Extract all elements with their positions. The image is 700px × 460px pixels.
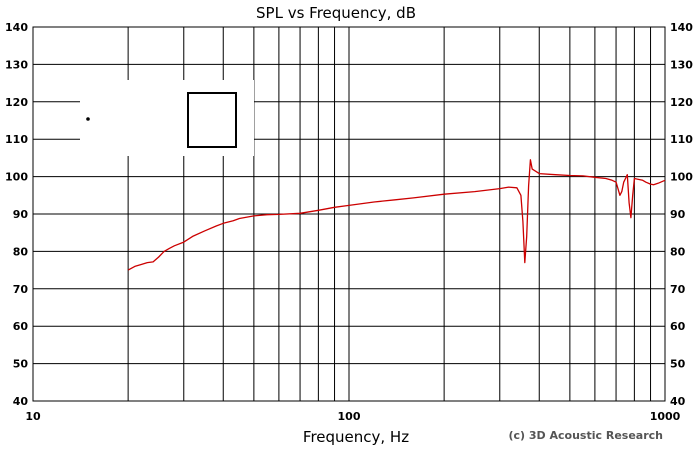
plot-frame [32, 26, 666, 402]
y-tick-label-left: 130 [5, 58, 28, 71]
y-tick-label-left: 120 [5, 96, 28, 109]
y-tick-label-right: 130 [670, 58, 693, 71]
y-tick-label-left: 70 [13, 283, 29, 296]
plot-border [32, 26, 666, 402]
credit-text: (c) 3D Acoustic Research [508, 429, 663, 442]
legend-marker [86, 117, 90, 121]
series-layer [127, 159, 666, 271]
legend-background [80, 80, 254, 156]
legend-swatch [187, 92, 237, 148]
y-tick-label-left: 110 [5, 133, 28, 146]
y-tick-label-left: 140 [5, 21, 28, 34]
y-tick-label-left: 90 [13, 208, 29, 221]
y-tick-label-right: 40 [670, 395, 686, 408]
chart-title: SPL vs Frequency, dB [256, 4, 416, 22]
y-tick-label-left: 80 [13, 245, 29, 258]
y-tick-label-right: 70 [670, 283, 686, 296]
y-tick-label-right: 90 [670, 208, 686, 221]
grid [33, 27, 665, 401]
y-tick-label-left: 40 [13, 395, 29, 408]
x-tick-labels: 10 100 1000 [25, 410, 680, 423]
series-line-0 [127, 159, 666, 271]
y-tick-label-left: 100 [5, 171, 28, 184]
x-tick-label: 100 [338, 410, 361, 423]
y-tick-labels-right: 40 50 60 70 80 90 100 110 120 130 140 [670, 21, 693, 408]
y-tick-label-right: 120 [670, 96, 693, 109]
y-tick-label-right: 60 [670, 320, 686, 333]
x-axis-label: Frequency, Hz [303, 428, 409, 446]
y-tick-label-right: 110 [670, 133, 693, 146]
y-tick-label-left: 60 [13, 320, 29, 333]
y-tick-label-right: 140 [670, 21, 693, 34]
y-tick-label-right: 100 [670, 171, 693, 184]
y-tick-label-right: 80 [670, 245, 686, 258]
y-tick-label-right: 50 [670, 358, 686, 371]
x-tick-label: 10 [25, 410, 41, 423]
legend-box [80, 80, 254, 156]
x-tick-label: 1000 [650, 410, 681, 423]
y-tick-label-left: 50 [13, 358, 29, 371]
y-tick-labels-left: 40 50 60 70 80 90 100 110 120 130 140 [5, 21, 28, 408]
